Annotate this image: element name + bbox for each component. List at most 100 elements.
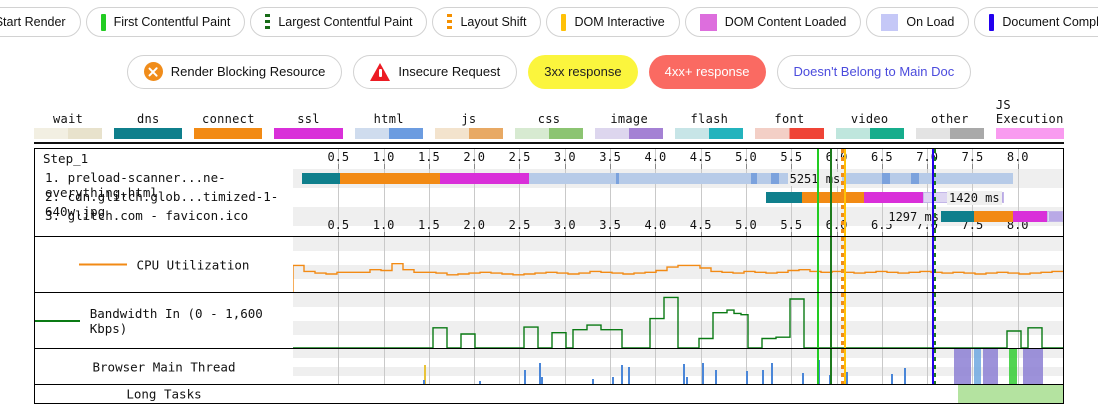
- request-bar-segment[interactable]: [439, 173, 529, 184]
- grid-line: [655, 293, 657, 348]
- legend-pill-4xx+-response[interactable]: 4xx+ response: [648, 54, 766, 89]
- request-row[interactable]: 3. glitch.com - favicon.ico: [35, 207, 293, 226]
- axis-tick: [881, 164, 883, 169]
- legend-label: 4xx+ response: [664, 64, 750, 79]
- bandwidth-plot: [293, 293, 1063, 348]
- legend-pill-insecure-request[interactable]: Insecure Request: [353, 54, 518, 89]
- grid-line: [610, 149, 612, 236]
- event-marker-lcp-dashed: [933, 349, 936, 384]
- cpu-utilization-line: [293, 263, 1063, 292]
- axis-tick: [700, 232, 702, 236]
- axis-tick: [338, 232, 340, 236]
- request-bar-segment[interactable]: [938, 211, 975, 222]
- axis-tick: [338, 164, 340, 169]
- request-row[interactable]: 1. preload-scanner...ne-everything.html: [35, 169, 293, 200]
- cpu-label: CPU Utilization: [136, 257, 250, 272]
- mime-swatch-icon: [114, 128, 183, 139]
- event-marker-sr: [816, 293, 819, 348]
- main-thread-spike: [802, 373, 805, 384]
- request-bar-segment[interactable]: [802, 192, 864, 203]
- main-thread-spike: [818, 360, 821, 384]
- request-bar-segment[interactable]: [1013, 211, 1047, 222]
- request-bar-segment[interactable]: [974, 211, 1014, 222]
- bar-swatch-icon: [561, 13, 567, 31]
- grid-line: [610, 237, 612, 292]
- event-marker-lcp-dashed: [933, 293, 936, 348]
- mime-legend-wait: wait: [34, 112, 103, 139]
- event-marker-sr: [816, 149, 819, 236]
- axis-tick-label: 3.5: [599, 218, 621, 232]
- event-marker-dc: [931, 293, 934, 348]
- dotted-swatch-icon: [447, 13, 453, 31]
- download-activity-block: [751, 173, 758, 184]
- mime-swatch-icon: [434, 128, 503, 139]
- axis-tick: [655, 164, 657, 169]
- axis-tick: [428, 232, 430, 236]
- axis-tick: [610, 232, 612, 236]
- grid-line: [791, 293, 793, 348]
- axis-tick-label: 8.0: [1006, 150, 1029, 164]
- axis-tick-label: 6.5: [870, 150, 893, 164]
- long-task-block: [957, 385, 1063, 403]
- bandwidth-line-swatch-icon: [35, 319, 80, 322]
- request-bar-segment[interactable]: [302, 173, 341, 184]
- waterfall-chart[interactable]: Step_1 1. preload-scanner...ne-everythin…: [34, 148, 1064, 404]
- request-bar-segment[interactable]: [765, 192, 803, 203]
- axis-tick: [383, 164, 385, 169]
- legend-pill-first-contentful-paint[interactable]: First Contentful Paint: [85, 7, 246, 37]
- grid-line: [1017, 349, 1019, 384]
- zebra-stripe: [293, 367, 1063, 376]
- render-blocking-icon: [143, 62, 163, 81]
- legend-pill-start-render[interactable]: Start Render: [0, 7, 81, 37]
- mime-legend-ssl: ssl: [274, 112, 343, 139]
- legend-pill-layout-shift[interactable]: Layout Shift: [432, 7, 542, 37]
- request-bar-segment[interactable]: [528, 173, 1014, 184]
- main-thread-spike: [702, 362, 705, 384]
- mime-legend-html: html: [354, 112, 423, 139]
- main-thread-spike: [424, 365, 427, 384]
- cpu-label-column: CPU Utilization: [35, 237, 293, 292]
- flag-legend: Render Blocking Resource Insecure Request…: [0, 44, 1098, 99]
- event-marker-ls: [841, 349, 845, 384]
- request-bar-segment[interactable]: [863, 192, 923, 203]
- grid-line: [428, 293, 430, 348]
- mime-legend-other: other: [915, 112, 984, 139]
- legend-label: Layout Shift: [460, 15, 527, 29]
- axis-tick-label: 1.0: [372, 150, 395, 164]
- event-marker-lcp: [830, 149, 833, 236]
- main-thread-spike: [745, 371, 748, 384]
- legend-pill-dom-content-loaded[interactable]: DOM Content Loaded: [684, 7, 862, 37]
- legend-pill-3xx-response[interactable]: 3xx response: [528, 54, 638, 89]
- legend-pill-document-complete[interactable]: Document Complete: [974, 7, 1098, 37]
- request-duration-label: 1297 ms: [886, 210, 941, 224]
- axis-tick-label: 7.5: [961, 150, 984, 164]
- long-tasks-label-column: Long Tasks: [35, 385, 293, 403]
- axis-tick: [383, 232, 385, 236]
- axis-tick-label: 2.0: [463, 218, 486, 232]
- requests-plot[interactable]: 0.5 1.0 1.5 2.0 2.5 3.0 3.5 4.0 4.5 5.0 5.5 6.0 6.5 7…: [293, 149, 1063, 236]
- request-bar-segment[interactable]: [340, 173, 440, 184]
- axis-tick: [972, 232, 974, 236]
- grid-line: [881, 237, 883, 292]
- mime-type-legend: wait dns connect ssl html js css image flash font…: [0, 98, 1098, 139]
- main-thread-spike: [591, 379, 594, 384]
- legend-pill-on-load[interactable]: On Load: [866, 7, 970, 37]
- legend-pill-doesn-t-belong-to-main-doc[interactable]: Doesn't Belong to Main Doc: [776, 54, 972, 89]
- request-name: 1. preload-scanner...ne-everything.html: [45, 170, 226, 200]
- main-thread-spike: [845, 372, 848, 384]
- zebra-stripe: [293, 349, 1063, 358]
- request-bar-segment[interactable]: [1046, 211, 1063, 222]
- axis-tick: [610, 164, 612, 169]
- legend-pill-largest-contentful-paint[interactable]: Largest Contentful Paint: [250, 7, 428, 37]
- main-thread-spike: [524, 369, 526, 384]
- time-axis: 0.5 1.0 1.5 2.0 2.5 3.0 3.5 4.0 4.5 5.0 5.5 6.0 6.5 7…: [293, 217, 1063, 236]
- legend-pill-render-blocking-resource[interactable]: Render Blocking Resource: [126, 54, 343, 89]
- grid-line: [519, 349, 521, 384]
- axis-tick-label: 2.5: [508, 218, 531, 232]
- legend-pill-dom-interactive[interactable]: DOM Interactive: [546, 7, 680, 37]
- mime-label: connect: [202, 112, 255, 126]
- axis-tick-label: 5.0: [735, 218, 757, 232]
- mime-legend-js: js: [434, 112, 503, 139]
- request-row[interactable]: 2. cdn.glitch.glob...timized-1-640w.jpg: [35, 188, 293, 219]
- mime-swatch-icon: [595, 128, 664, 139]
